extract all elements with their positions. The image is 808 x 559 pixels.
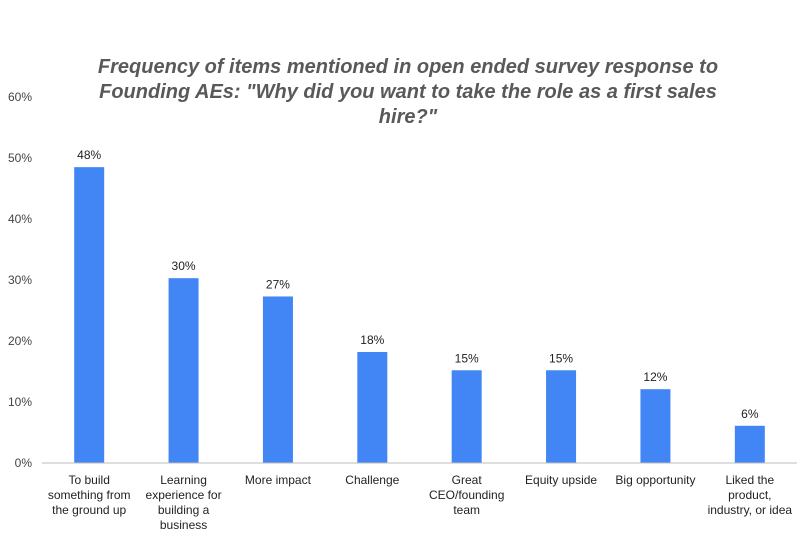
x-axis: To build something from the ground up Learn…	[42, 462, 797, 532]
chart-title-line-1: Frequency of items mentioned in open end…	[98, 56, 718, 78]
bar	[74, 167, 105, 463]
data-label: 15%	[455, 351, 479, 365]
bar	[357, 351, 388, 463]
data-label: 12%	[643, 370, 667, 384]
x-tick-label: More impact	[245, 473, 312, 487]
x-tick-label: Big opportunity	[615, 473, 695, 487]
chart-title: Frequency of items mentioned in open end…	[98, 56, 718, 128]
bar	[640, 389, 671, 463]
bar	[734, 425, 765, 463]
y-axis: 0% 10% 20% 30% 40% 50% 60%	[8, 90, 32, 470]
data-label: 48%	[77, 148, 101, 162]
bar-series: 48% 30% 27% 18% 15% 15% 12% 6%	[74, 148, 765, 463]
data-label: 27%	[266, 277, 290, 291]
y-tick-label: 0%	[15, 456, 33, 470]
chart-title-line-3: hire?"	[379, 106, 438, 128]
bar	[168, 278, 199, 463]
x-tick-label: Challenge	[345, 473, 399, 487]
y-tick-label: 40%	[8, 212, 32, 226]
bar	[262, 296, 293, 463]
x-tick-label: Liked the product, industry, or idea	[708, 473, 793, 517]
y-tick-label: 20%	[8, 334, 32, 348]
x-tick-label: Equity upside	[525, 473, 597, 487]
x-tick-label: Great CEO/founding team	[429, 473, 504, 517]
y-tick-label: 30%	[8, 273, 32, 287]
bar	[546, 370, 577, 463]
y-tick-label: 10%	[8, 395, 32, 409]
data-label: 30%	[172, 259, 196, 273]
x-tick-label: Learning experience for building a business	[146, 473, 222, 532]
bar	[451, 370, 482, 463]
x-tick-label: To build something from the ground up	[48, 473, 131, 517]
data-label: 6%	[741, 407, 759, 421]
y-tick-label: 60%	[8, 90, 32, 104]
chart-title-line-2: Founding AEs: "Why did you want to take …	[99, 81, 717, 103]
data-label: 18%	[360, 333, 384, 347]
data-label: 15%	[549, 351, 573, 365]
y-tick-label: 50%	[8, 151, 32, 165]
